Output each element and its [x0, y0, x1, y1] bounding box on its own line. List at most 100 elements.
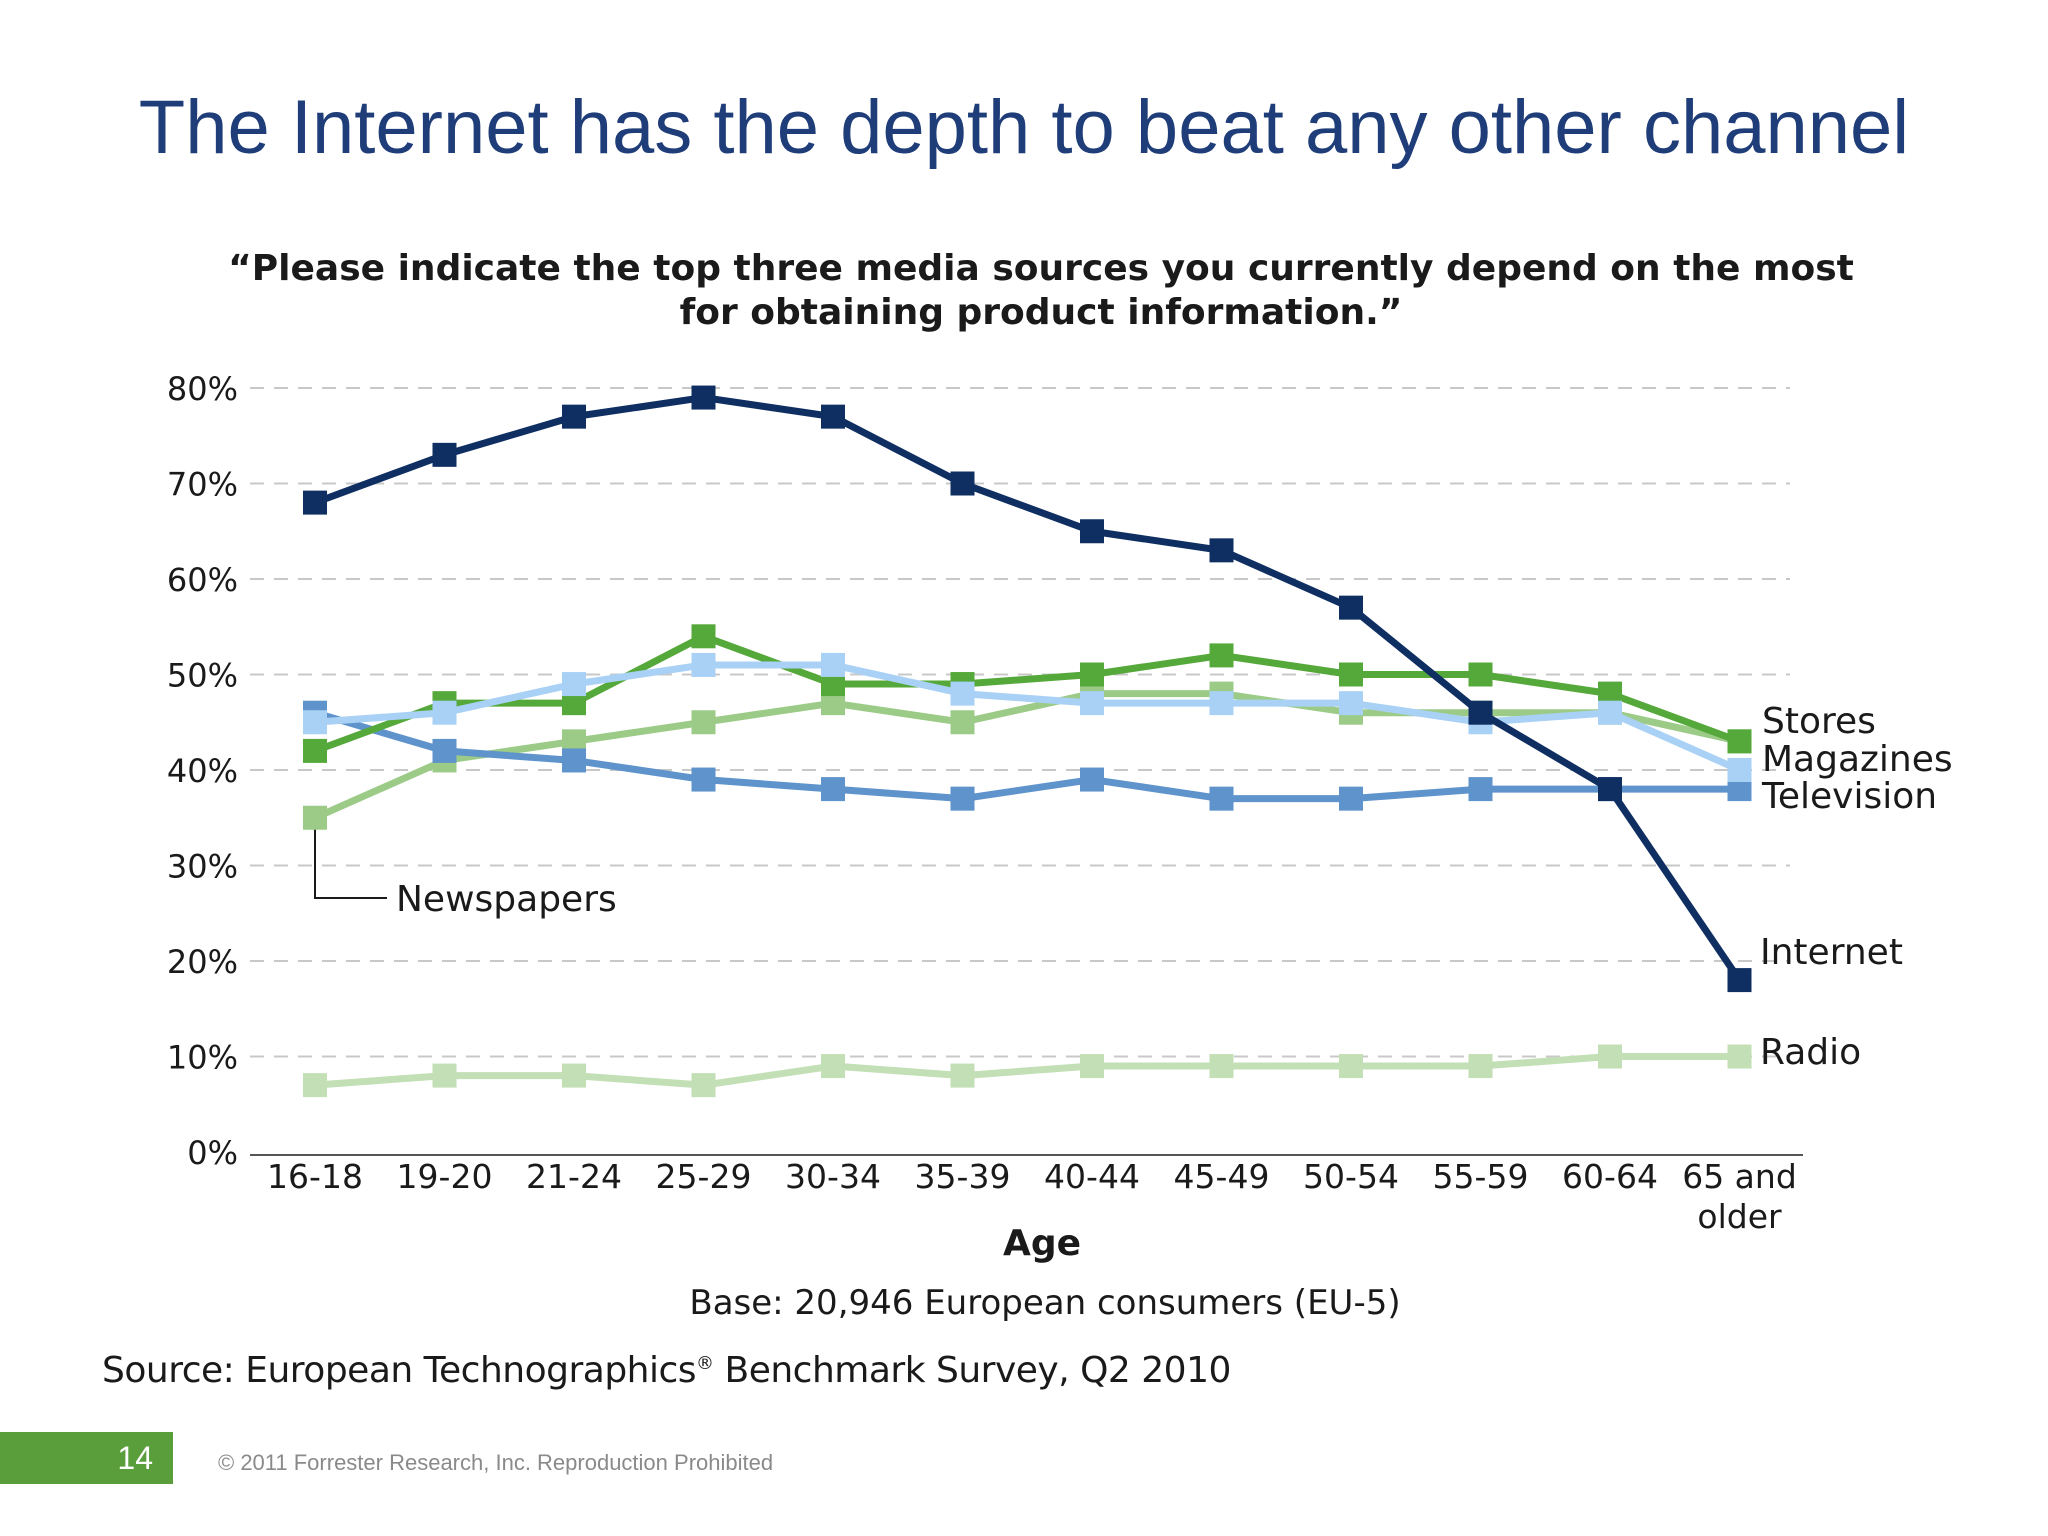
x-tick-label: older [1697, 1197, 1782, 1236]
stores-line [313, 632, 1741, 755]
x-axis-ticks: 16-18 19-20 21-24 25-29 30-34 35-39 40-44 45-49… [267, 1157, 1797, 1236]
stores-marker [1468, 662, 1493, 687]
y-tick-label: 60% [167, 561, 238, 599]
radio-marker [691, 1073, 716, 1098]
internet-marker [562, 404, 586, 429]
radio-marker [1080, 1054, 1104, 1079]
y-tick-label: 0% [187, 1134, 238, 1172]
internet-marker [950, 471, 975, 496]
internet-marker [691, 385, 716, 410]
source-text-end: Benchmark Survey, Q2 2010 [713, 1350, 1231, 1391]
radio-line [314, 1053, 1740, 1089]
x-tick-label: 16-18 [267, 1157, 363, 1196]
television-marker [1209, 786, 1234, 811]
line-chart: “Please indicate the top three media sou… [167, 248, 1953, 1264]
series-layer [303, 385, 1752, 1098]
radio-marker [432, 1063, 457, 1088]
radio-marker [1468, 1054, 1493, 1079]
magazines-marker [432, 700, 457, 725]
series-radio [303, 1044, 1752, 1098]
source-note: Source: European Technographics® Benchma… [102, 1350, 1231, 1391]
series-label-television: Television [1761, 776, 1937, 817]
radio-marker [1339, 1054, 1363, 1079]
radio-marker [821, 1054, 845, 1079]
stores-marker [691, 624, 716, 649]
television-marker [1339, 786, 1363, 811]
x-tick-label: 50-54 [1303, 1157, 1399, 1196]
x-tick-label: 35-39 [915, 1157, 1011, 1196]
radio-marker [1598, 1044, 1622, 1069]
internet-line [313, 394, 1743, 983]
magazines-marker [1080, 691, 1104, 716]
stores-marker [1080, 662, 1104, 687]
radio-marker [303, 1073, 327, 1098]
stores-marker [1209, 643, 1234, 668]
slide-title: The Internet has the depth to beat any o… [138, 85, 1910, 170]
television-marker [950, 786, 975, 811]
magazines-marker [821, 652, 845, 677]
television-marker [562, 748, 586, 773]
x-tick-label: 55-59 [1433, 1157, 1529, 1196]
y-tick-label: 40% [167, 752, 238, 790]
newspapers-marker [303, 805, 327, 830]
series-label-radio: Radio [1760, 1032, 1861, 1073]
copyright-notice: © 2011 Forrester Research, Inc. Reproduc… [218, 1450, 774, 1475]
page-number: 14 [0, 1432, 173, 1484]
chart-title-line-2: for obtaining product information.” [680, 292, 1403, 333]
radio-marker [562, 1063, 586, 1088]
y-axis-ticks: 0% 10% 20% 30% 40% 50% 60% 70% 80% [167, 370, 238, 1172]
television-marker [821, 777, 845, 802]
y-tick-label: 20% [167, 943, 238, 981]
x-tick-label: 45-49 [1174, 1157, 1270, 1196]
stores-marker [1339, 662, 1363, 687]
base-note: Base: 20,946 European consumers (EU-5) [689, 1283, 1401, 1323]
y-tick-label: 10% [167, 1039, 238, 1077]
magazines-marker [1598, 700, 1622, 725]
y-tick-label: 30% [167, 848, 238, 886]
internet-marker [1468, 700, 1493, 725]
x-tick-label: 25-29 [656, 1157, 752, 1196]
magazines-marker [1727, 758, 1752, 782]
internet-marker [1209, 538, 1234, 563]
magazines-marker [1339, 691, 1363, 716]
registered-mark: ® [696, 1353, 714, 1374]
television-marker [432, 738, 457, 763]
magazines-marker [562, 672, 586, 697]
stores-marker [1727, 729, 1752, 754]
gridlines [250, 387, 1790, 1058]
y-tick-label: 50% [167, 657, 238, 695]
source-text: Source: European Technographics [102, 1350, 697, 1391]
magazines-marker [950, 681, 975, 706]
television-marker [1080, 767, 1104, 792]
x-axis-title: Age [1003, 1223, 1081, 1264]
internet-marker [1080, 519, 1104, 544]
series-label-newspapers: Newspapers [396, 879, 617, 920]
series-magazines [303, 652, 1752, 782]
radio-marker [1727, 1044, 1752, 1069]
newspapers-callout-line [314, 826, 387, 899]
x-tick-label: 60-64 [1562, 1157, 1658, 1196]
internet-marker [432, 442, 457, 467]
internet-marker [1598, 777, 1622, 802]
x-tick-label: 40-44 [1044, 1157, 1140, 1196]
radio-marker [1209, 1054, 1234, 1079]
newspapers-marker [950, 710, 975, 735]
internet-marker [1339, 595, 1363, 620]
x-tick-label: 19-20 [397, 1157, 493, 1196]
x-tick-label: 65 and [1682, 1157, 1797, 1196]
radio-marker [950, 1063, 975, 1088]
series-label-internet: Internet [1760, 932, 1903, 973]
magazines-marker [691, 652, 716, 677]
television-marker [1468, 777, 1493, 802]
series-label-stores: Stores [1762, 701, 1876, 742]
internet-marker [1727, 968, 1752, 993]
internet-marker [303, 490, 327, 515]
chart-title-line-1: “Please indicate the top three media sou… [228, 248, 1854, 289]
x-tick-label: 30-34 [785, 1157, 881, 1196]
y-tick-label: 80% [167, 370, 238, 408]
series-label-magazines: Magazines [1762, 739, 1953, 780]
y-tick-label: 70% [167, 466, 238, 504]
x-tick-label: 21-24 [526, 1157, 622, 1196]
television-line [314, 709, 1740, 803]
television-marker [691, 767, 716, 792]
